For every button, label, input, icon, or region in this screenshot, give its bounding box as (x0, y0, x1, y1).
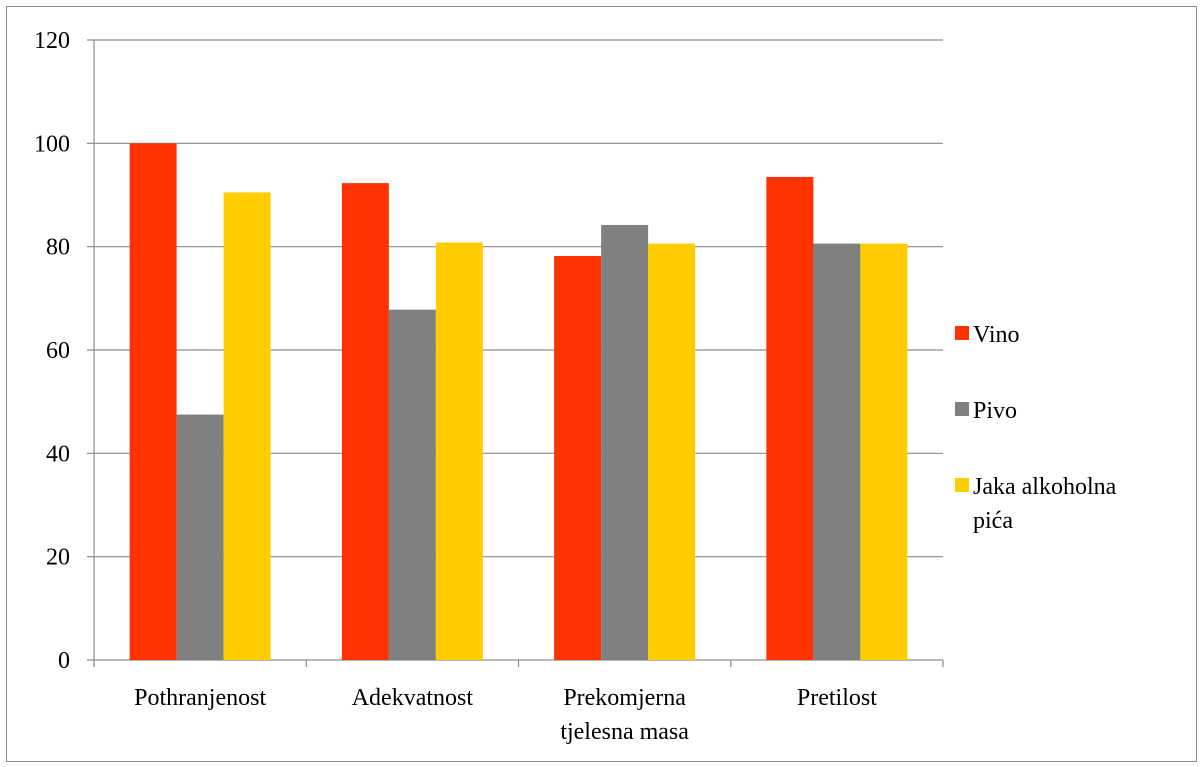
legend: Vino Pivo Jaka alkoholna pića (955, 322, 1117, 534)
x-category-label: tjelesna masa (560, 719, 689, 745)
legend-swatch (955, 478, 969, 492)
x-category-label: Pothranjenost (134, 685, 266, 711)
legend-swatch (955, 326, 969, 340)
bar-pivo-2 (601, 224, 649, 660)
y-tick-label: 120 (34, 28, 70, 54)
y-tick-labels: 0 20 40 60 80 100 120 (34, 28, 70, 674)
bar-jaka-alkoholna-pi-a-2 (648, 243, 696, 661)
y-tick-label: 60 (46, 338, 70, 364)
legend-label: Pivo (973, 398, 1017, 424)
bars (129, 143, 908, 661)
legend-label: pića (973, 508, 1013, 534)
legend-swatch (955, 402, 969, 416)
bar-pivo-1 (388, 309, 436, 660)
legend-label: Jaka alkoholna (973, 474, 1117, 500)
x-category-label: Pretilost (797, 685, 877, 711)
bar-jaka-alkoholna-pi-a-1 (435, 242, 483, 661)
bar-vino-3 (766, 176, 814, 660)
x-category-label: Prekomjerna (563, 685, 686, 711)
y-tick-label: 0 (58, 648, 70, 674)
bar-vino-2 (554, 255, 602, 660)
x-category-labels: Pothranjenost Adekvatnost Prekomjerna tjele… (134, 685, 877, 745)
bar-pivo-3 (813, 243, 861, 661)
bar-vino-0 (129, 143, 177, 661)
bar-jaka-alkoholna-pi-a-3 (860, 243, 908, 661)
y-tick-label: 20 (46, 545, 70, 571)
y-tick-label: 80 (46, 235, 70, 261)
bar-vino-1 (341, 183, 389, 660)
bar-pivo-0 (176, 414, 224, 660)
legend-label: Vino (973, 322, 1020, 348)
y-tick-label: 40 (46, 441, 70, 467)
bar-jaka-alkoholna-pi-a-0 (223, 192, 271, 660)
x-category-label: Adekvatnost (352, 685, 474, 711)
y-tick-label: 100 (34, 131, 70, 157)
